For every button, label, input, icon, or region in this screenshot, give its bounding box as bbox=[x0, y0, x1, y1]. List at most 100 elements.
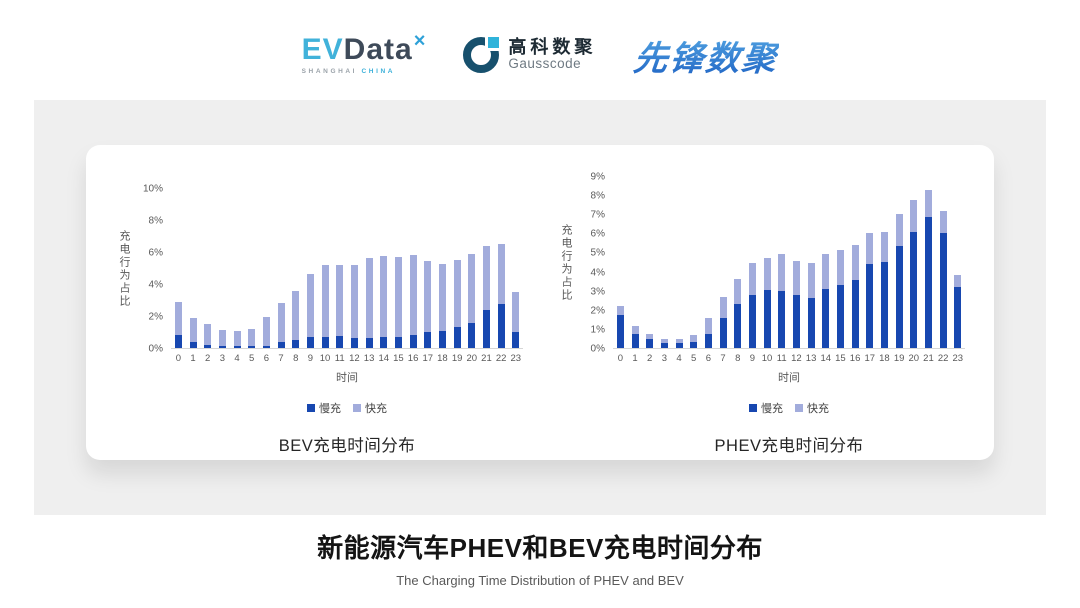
x-tick-label: 0 bbox=[175, 353, 181, 364]
y-tick-label: 10% bbox=[142, 183, 163, 195]
x-tick-label: 11 bbox=[334, 353, 345, 364]
charts-card: 充电行为占比 0% 2% 4% 6% 8% 10% 0 1 2 3 4 5 6 7 8 9 10 11 12 13 1… bbox=[86, 145, 994, 460]
bar-segment-fast bbox=[189, 317, 197, 343]
x-tick-label: 17 bbox=[864, 353, 876, 364]
legend-label-fast: 快充 bbox=[807, 403, 829, 415]
y-axis: 0% 2% 4% 6% 8% 10% bbox=[133, 184, 171, 355]
x-tick-label: 13 bbox=[363, 353, 375, 364]
bar-segment-fast bbox=[675, 338, 683, 344]
x-tick-label: 14 bbox=[820, 353, 832, 364]
x-tick-label: 6 bbox=[263, 353, 270, 364]
evdata-data-text: Data bbox=[343, 33, 413, 66]
x-tick-label: 9 bbox=[307, 353, 314, 364]
bar-slot bbox=[877, 177, 892, 348]
bar-slot bbox=[789, 177, 804, 348]
stacked-bar bbox=[380, 189, 388, 348]
stacked-bar bbox=[394, 189, 402, 348]
stacked-bar bbox=[748, 177, 756, 348]
stacked-bar bbox=[704, 177, 712, 348]
bar-slot bbox=[450, 189, 465, 348]
y-tick-label: 8% bbox=[590, 190, 605, 202]
x-tick-label: 19 bbox=[451, 353, 463, 364]
bar-slot bbox=[906, 177, 921, 348]
bar-segment-slow bbox=[807, 297, 815, 348]
bar-segment-fast bbox=[704, 317, 712, 334]
bar-segment-slow bbox=[248, 346, 256, 348]
bar-segment-slow bbox=[336, 336, 344, 348]
gausscode-logo: 高科数聚 Gausscode bbox=[463, 37, 596, 73]
bar-slot bbox=[936, 177, 951, 348]
legend-item-slow: 慢充 bbox=[307, 400, 341, 416]
bar-segment-fast bbox=[895, 214, 903, 247]
bar-slot bbox=[420, 189, 435, 348]
bar-segment-slow bbox=[880, 261, 888, 348]
stacked-bar bbox=[174, 189, 182, 348]
bar-segment-fast bbox=[631, 326, 639, 334]
y-axis-title: 充电行为占比 bbox=[560, 224, 572, 302]
bar-segment-fast bbox=[204, 324, 212, 345]
bar-segment-fast bbox=[807, 263, 815, 298]
grey-panel: 充电行为占比 0% 2% 4% 6% 8% 10% 0 1 2 3 4 5 6 7 8 9 10 11 12 13 1… bbox=[34, 100, 1046, 515]
bar-segment-fast bbox=[924, 190, 932, 217]
bar-segment-slow bbox=[939, 233, 947, 348]
bar-segment-fast bbox=[350, 265, 358, 339]
chart-caption-bev: BEV充电时间分布 bbox=[278, 437, 416, 455]
bar-segment-slow bbox=[482, 309, 490, 348]
bar-slot bbox=[288, 189, 303, 348]
bar-segment-fast bbox=[438, 263, 446, 331]
legend-item-fast: 快充 bbox=[795, 400, 829, 416]
y-tick-label: 6% bbox=[148, 247, 163, 259]
evdata-subtitle: SHANGHAI CHINA bbox=[302, 68, 395, 75]
y-tick-label: 0% bbox=[590, 343, 605, 355]
bar-segment-slow bbox=[763, 290, 771, 348]
bar-segment-slow bbox=[306, 336, 314, 348]
bar-segment-slow bbox=[954, 287, 962, 348]
bar-segment-fast bbox=[482, 246, 490, 310]
logo-header: EVData× SHANGHAI CHINA 高科数聚 Gausscode 先锋… bbox=[0, 0, 1080, 100]
stacked-bar bbox=[851, 177, 859, 348]
bar-segment-fast bbox=[321, 265, 329, 337]
stacked-bar bbox=[719, 177, 727, 348]
x-tick-label: 19 bbox=[893, 353, 905, 364]
bev-chart: 充电行为占比 0% 2% 4% 6% 8% 10% 0 1 2 3 4 5 6 7 8 9 10 11 12 13 1… bbox=[115, 175, 523, 460]
x-tick-label: 8 bbox=[293, 353, 299, 364]
bar-segment-fast bbox=[910, 199, 918, 233]
bar-segment-slow bbox=[409, 334, 417, 348]
bar-segment-fast bbox=[512, 291, 520, 333]
x-tick-label: 6 bbox=[705, 353, 712, 364]
y-tick-label: 3% bbox=[590, 286, 605, 298]
bar-slot bbox=[347, 189, 362, 348]
x-tick-label: 16 bbox=[849, 353, 861, 364]
stacked-bar bbox=[660, 177, 668, 348]
evdata-shanghai-text: SHANGHAI bbox=[301, 68, 358, 75]
slow-charge-swatch bbox=[307, 404, 315, 412]
bar-slot bbox=[435, 189, 450, 348]
bar-segment-slow bbox=[719, 317, 727, 348]
bar-segment-fast bbox=[468, 254, 476, 323]
stacked-bar bbox=[233, 189, 241, 348]
bar-slot bbox=[274, 189, 289, 348]
plot-area bbox=[171, 189, 523, 349]
bar-slot bbox=[745, 177, 760, 348]
plot-area bbox=[613, 177, 965, 349]
bar-segment-fast bbox=[218, 329, 226, 347]
stacked-bar bbox=[512, 189, 520, 348]
x-tick-label: 8 bbox=[735, 353, 741, 364]
bar-slot bbox=[804, 177, 819, 348]
bar-segment-slow bbox=[778, 291, 786, 348]
bar-segment-slow bbox=[292, 340, 300, 348]
chart-legend: 慢充 快充 bbox=[613, 400, 965, 416]
bar-slot bbox=[892, 177, 907, 348]
bar-slot bbox=[464, 189, 479, 348]
bar-segment-fast bbox=[646, 333, 654, 340]
x-tick-label: 12 bbox=[791, 353, 802, 364]
x-tick-label: 17 bbox=[422, 353, 434, 364]
x-tick-label: 12 bbox=[349, 353, 360, 364]
subtitle: The Charging Time Distribution of PHEV a… bbox=[396, 573, 684, 588]
x-tick-label: 7 bbox=[720, 353, 726, 364]
x-tick-label: 3 bbox=[661, 353, 667, 364]
bar-segment-slow bbox=[631, 333, 639, 348]
x-tick-label: 13 bbox=[805, 353, 817, 364]
bar-segment-slow bbox=[616, 314, 624, 348]
y-tick-label: 4% bbox=[148, 279, 163, 291]
